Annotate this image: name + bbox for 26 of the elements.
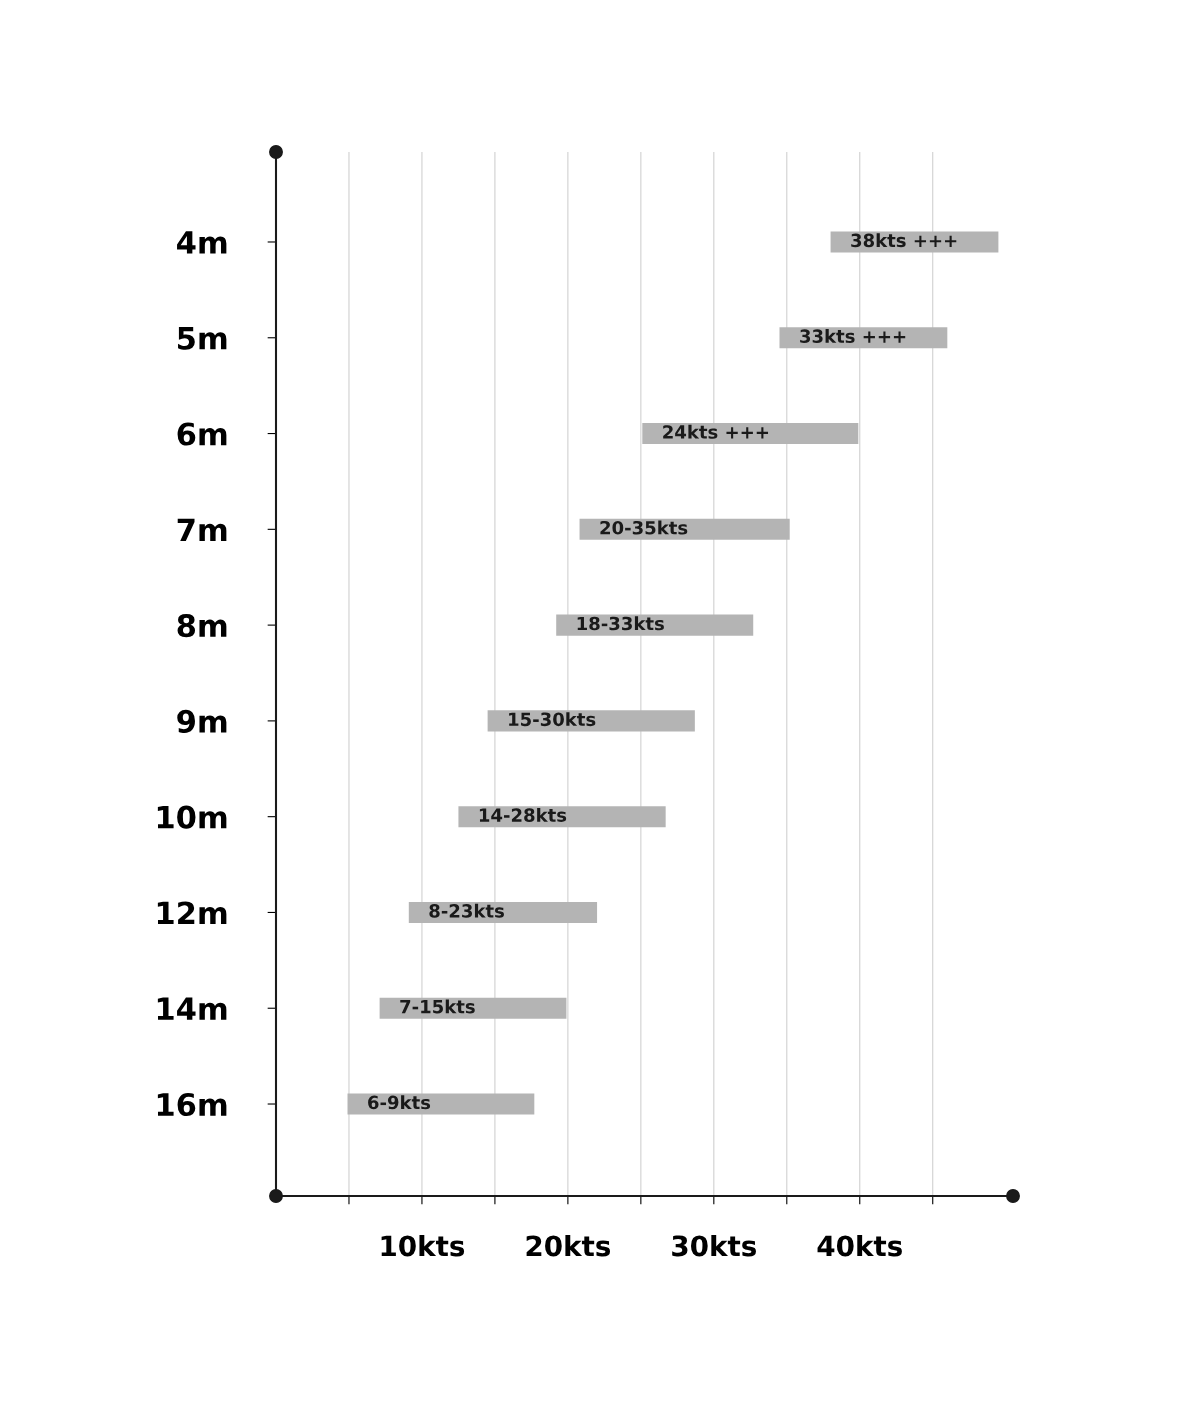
annotation: 6-9kts: [368, 1095, 431, 1110]
x-tick-label: 10kts: [381, 1234, 465, 1257]
y-tick-label: 16m: [157, 1092, 227, 1117]
y-tick-label: 6m: [177, 422, 227, 446]
annotation: 33kts +++: [800, 329, 906, 343]
x-tick-label: 30kts: [672, 1234, 756, 1257]
bar: [830, 231, 999, 253]
annotation: 24kts +++: [663, 424, 769, 439]
x-tick-label: 40kts: [817, 1234, 902, 1257]
annotation: 8-23kts: [429, 903, 504, 918]
y-tick-label: 9m: [177, 709, 227, 733]
y-tick-label: 10m: [157, 805, 227, 829]
annotation: 14-28kts: [479, 807, 567, 822]
annotation: 38kts +++: [851, 233, 957, 248]
annotation: 20-35kts: [600, 520, 688, 535]
y-tick-label: 14m: [157, 997, 227, 1020]
annotation: 18-33kts: [577, 616, 664, 631]
y-tick-label: 4m: [177, 231, 227, 254]
bar: [347, 1093, 535, 1115]
y-tick-label: 5m: [178, 327, 227, 350]
y-tick-label: 8m: [177, 614, 227, 638]
y-tick-label: 7m: [177, 518, 227, 541]
annotation: 15-30kts: [509, 712, 596, 727]
y-tick-label: 12m: [157, 901, 227, 925]
annotation: 7-15kts: [400, 999, 475, 1014]
x-tick-label: 20kts: [526, 1234, 611, 1257]
